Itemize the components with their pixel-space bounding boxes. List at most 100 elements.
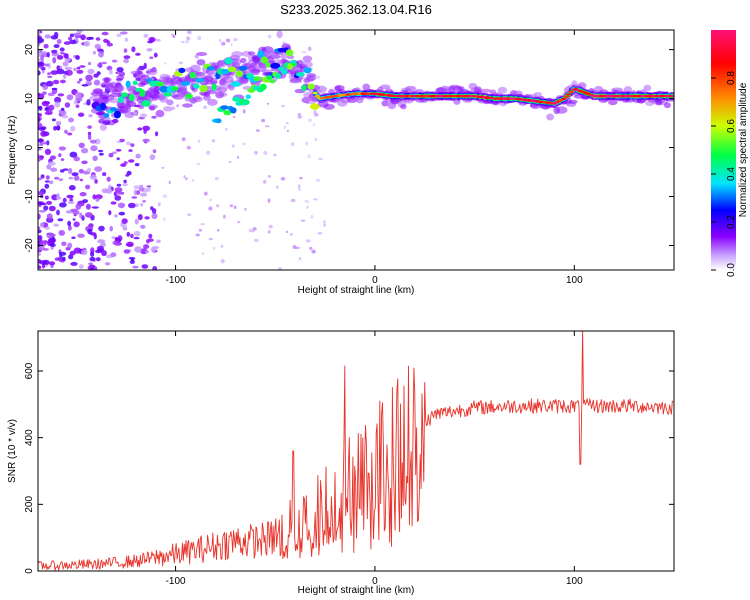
noise-speckle — [39, 260, 47, 265]
noise-speckle — [149, 56, 154, 60]
ridge-blob — [163, 92, 172, 97]
noise-speckle — [314, 137, 317, 141]
noise-speckle — [305, 239, 311, 243]
noise-speckle — [38, 229, 42, 234]
noise-speckle — [38, 61, 45, 67]
ridge-blob — [232, 96, 241, 102]
x-tick-label: 0 — [372, 576, 378, 587]
noise-speckle — [220, 259, 225, 264]
noise-speckle — [51, 87, 58, 91]
noise-speckle — [65, 69, 73, 76]
noise-speckle — [186, 145, 192, 150]
ridge-halo — [100, 116, 111, 122]
noise-speckle — [81, 84, 89, 87]
noise-speckle — [61, 107, 65, 111]
snr-frame — [37, 330, 675, 572]
noise-speckle — [48, 180, 54, 184]
noise-speckle — [45, 175, 50, 180]
noise-speckle — [144, 216, 150, 220]
noise-speckle — [87, 82, 92, 86]
noise-speckle — [147, 187, 151, 193]
x-tick-label: -100 — [166, 576, 186, 587]
ridge-halo — [100, 91, 110, 99]
noise-speckle — [162, 194, 168, 199]
noise-speckle — [79, 192, 87, 197]
noise-speckle — [66, 210, 72, 214]
ridge-blob — [235, 70, 244, 77]
noise-speckle — [38, 70, 41, 76]
ridge-halo — [106, 119, 116, 126]
ridge-blob — [220, 105, 229, 110]
noise-speckle — [38, 156, 42, 162]
ridge-blob — [259, 83, 267, 91]
noise-speckle — [126, 241, 134, 247]
ridge-halo — [643, 84, 652, 92]
noise-speckle — [180, 41, 185, 44]
noise-speckle — [42, 91, 47, 95]
noise-speckle — [53, 125, 57, 131]
noise-speckle — [38, 252, 41, 257]
noise-speckle — [119, 138, 125, 142]
ridge-halo — [119, 106, 131, 114]
ridge-blob — [227, 66, 237, 73]
noise-speckle — [268, 224, 273, 229]
noise-speckle — [75, 104, 80, 108]
noise-speckle — [59, 169, 65, 173]
noise-speckle — [62, 73, 67, 80]
noise-speckle — [156, 38, 161, 42]
noise-speckle — [111, 151, 117, 155]
spectrogram-y-label: Frequency (Hz) — [7, 116, 18, 185]
noise-speckle — [47, 161, 56, 166]
noise-speckle — [313, 198, 318, 201]
noise-speckle — [137, 127, 143, 131]
ridge-halo — [276, 30, 283, 39]
noise-speckle — [89, 256, 96, 262]
noise-speckle — [323, 223, 326, 227]
noise-speckle — [38, 143, 41, 147]
ridge-blob — [238, 65, 248, 71]
noise-speckle — [53, 44, 60, 49]
ridge-halo — [381, 100, 389, 107]
noise-speckle — [140, 113, 148, 118]
noise-speckle — [93, 266, 98, 270]
noise-speckle — [46, 140, 50, 146]
noise-speckle — [43, 205, 49, 211]
noise-speckle — [47, 75, 53, 79]
ridge-halo — [159, 95, 168, 103]
ridge-blob — [260, 56, 269, 64]
ridge-halo — [306, 73, 317, 78]
noise-speckle — [305, 141, 308, 146]
noise-speckle — [108, 210, 112, 216]
ridge-halo — [93, 88, 103, 95]
ridge-blob — [171, 86, 179, 91]
snr-panel: -100 0 100 0 200 400 600 Height of straight l… — [7, 330, 675, 596]
ridge-blob — [125, 80, 131, 88]
noise-speckle — [106, 42, 114, 47]
noise-speckle — [38, 51, 47, 55]
noise-speckle — [211, 139, 216, 143]
noise-speckle — [142, 200, 147, 203]
noise-speckle — [69, 33, 75, 38]
noise-speckle — [290, 198, 296, 203]
noise-speckle — [97, 239, 106, 244]
ridge-blob — [180, 81, 191, 86]
noise-speckle — [98, 225, 105, 232]
ridge-halo — [405, 85, 417, 91]
ridge-blob — [117, 96, 124, 104]
noise-speckle — [123, 249, 131, 254]
noise-speckle — [78, 142, 85, 148]
ridge-blob — [100, 102, 106, 111]
noise-speckle — [68, 176, 74, 180]
noise-speckle — [223, 214, 226, 219]
noise-speckle — [43, 141, 47, 145]
noise-speckle — [38, 177, 42, 181]
ridge-blob — [224, 57, 233, 65]
y-tick-label: 20 — [24, 44, 35, 56]
noise-speckle — [71, 236, 76, 240]
noise-speckle — [88, 114, 93, 118]
ridge-band — [568, 90, 574, 94]
noise-speckle — [72, 218, 76, 221]
noise-speckle — [76, 66, 81, 70]
noise-speckle — [69, 151, 78, 158]
noise-speckle — [152, 266, 158, 270]
